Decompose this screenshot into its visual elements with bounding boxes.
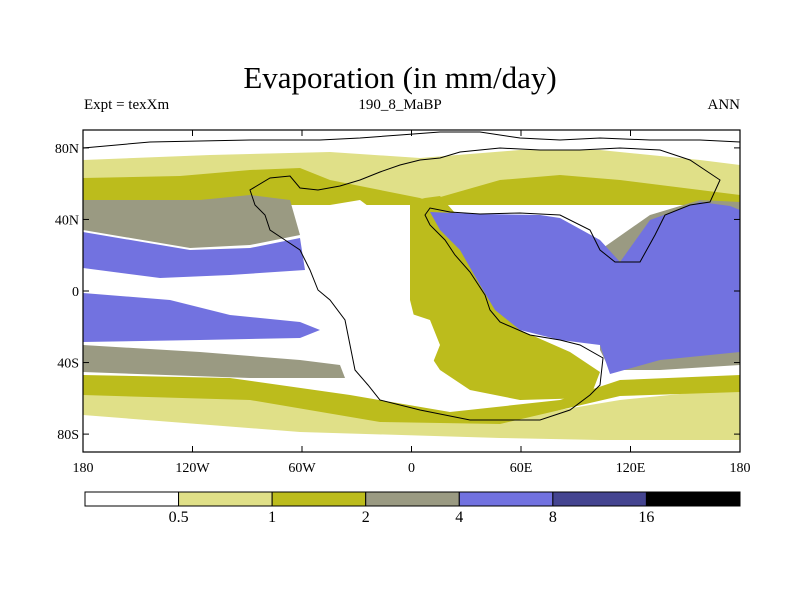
lon-tick-label-5: 120E [616, 461, 646, 476]
lon-tick-label-3: 0 [408, 461, 415, 476]
field-band-south-gray [83, 345, 345, 378]
map-field [83, 130, 740, 452]
field-band-north-gray [83, 195, 300, 248]
colorbar-level-1: 1 [268, 509, 276, 526]
lat-tick-label-0: 80N [55, 142, 79, 157]
field-indian-pacific-blue [430, 202, 740, 374]
experiment-label: Expt = texXm [84, 97, 170, 113]
field-dry-north [305, 200, 380, 262]
colorbar-level-5: 16 [638, 509, 654, 526]
period-label: 190_8_MaBP [358, 97, 442, 113]
colorbar-swatch-3 [365, 491, 460, 507]
colorbar-swatch-0 [84, 491, 180, 507]
lon-tick-label-4: 60E [510, 461, 533, 476]
colorbar-level-4: 8 [549, 509, 557, 526]
lon-tick-label-6: 180 [730, 461, 751, 476]
lat-tick-label-1: 40N [55, 213, 79, 228]
colorbar-level-3: 4 [455, 509, 463, 526]
lon-tick-label-1: 120W [175, 461, 210, 476]
latitude-axis: 80N 40N 0 40S 80S [55, 142, 740, 443]
lat-tick-label-2: 0 [72, 285, 79, 300]
colorbar-swatch-5 [552, 491, 647, 507]
field-band-south-olive [83, 375, 740, 424]
lon-tick-label-0: 180 [73, 461, 94, 476]
field-pacific-blue [83, 232, 305, 278]
colorbar-level-2: 2 [362, 509, 370, 526]
field-dry-south [320, 295, 440, 392]
colorbar-swatch-1 [178, 491, 273, 507]
field-pacific-blue-south [83, 293, 320, 342]
lat-tick-label-3: 40S [57, 357, 79, 372]
field-dry-south-pole [83, 420, 740, 452]
map-title: Evaporation (in mm/day) [243, 60, 557, 95]
lon-tick-label-2: 60W [288, 461, 316, 476]
colorbar: 0.5 1 2 4 8 16 [84, 491, 741, 526]
colorbar-swatch-6 [645, 491, 741, 507]
season-label: ANN [707, 97, 741, 113]
continent-outline [249, 147, 721, 421]
colorbar-swatch-4 [458, 491, 554, 507]
arctic-outline [83, 131, 740, 149]
lat-tick-label-4: 80S [57, 428, 79, 443]
field-dry-north-pole [83, 130, 740, 152]
colorbar-level-0: 0.5 [169, 509, 189, 526]
longitude-axis: 180 120W 60W 0 60E 120E 180 [73, 130, 751, 476]
colorbar-swatch-2 [271, 491, 367, 507]
